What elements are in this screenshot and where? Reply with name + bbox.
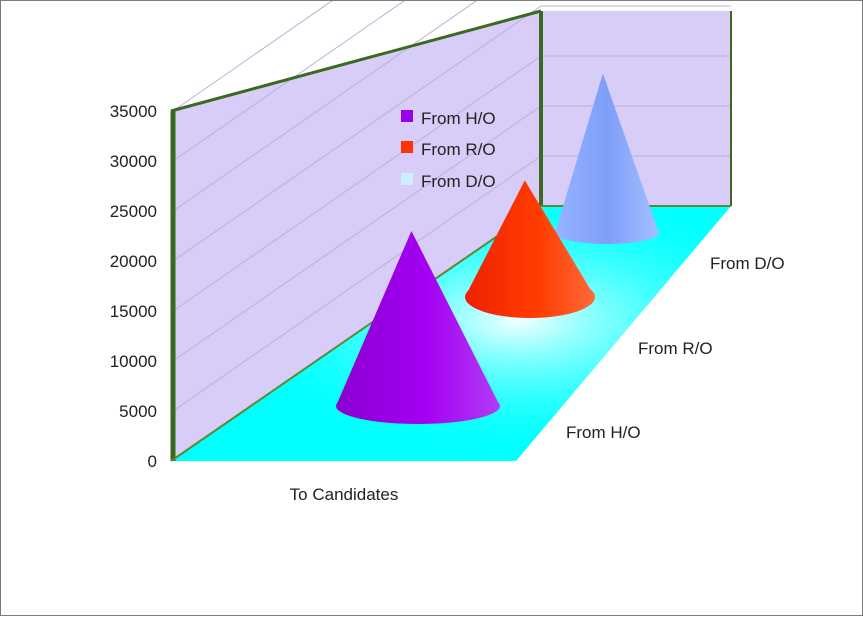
cone-3 xyxy=(555,73,659,244)
cone-1 xyxy=(336,231,500,424)
y-tick-label: 10000 xyxy=(110,352,157,371)
y-tick-label: 5000 xyxy=(119,402,157,421)
depth-axis-labels: From H/O From R/O From D/O xyxy=(566,254,785,442)
depth-label: From H/O xyxy=(566,423,641,442)
floor-back-edge xyxy=(170,205,542,462)
cone-body xyxy=(555,73,659,233)
y-tick-label: 35000 xyxy=(110,102,157,121)
gridline xyxy=(172,1,477,212)
top-wall-edge xyxy=(170,9,542,113)
y-tick-label: 15000 xyxy=(110,302,157,321)
legend-swatch xyxy=(401,141,413,153)
y-tick-label: 30000 xyxy=(110,152,157,171)
legend-swatch xyxy=(401,173,413,185)
gridline xyxy=(172,5,731,262)
cone-body xyxy=(336,231,500,406)
y-axis-ticks: 0 5000 10000 15000 20000 25000 30000 35000 xyxy=(110,102,157,471)
cone-2 xyxy=(465,180,595,318)
y-tick-label: 25000 xyxy=(110,202,157,221)
gridline xyxy=(172,1,333,112)
y-tick-label: 0 xyxy=(148,452,157,471)
y-tick-label: 20000 xyxy=(110,252,157,271)
cone-body xyxy=(465,180,595,297)
legend-label: From R/O xyxy=(421,140,496,159)
depth-label: From D/O xyxy=(710,254,785,273)
category-label: To Candidates xyxy=(290,485,399,504)
cone-series xyxy=(336,73,659,424)
legend-swatch xyxy=(401,110,413,122)
legend-label: From H/O xyxy=(421,109,496,128)
legend: From H/O From R/O From D/O xyxy=(401,109,496,191)
depth-label: From R/O xyxy=(638,339,713,358)
legend-label: From D/O xyxy=(421,172,496,191)
